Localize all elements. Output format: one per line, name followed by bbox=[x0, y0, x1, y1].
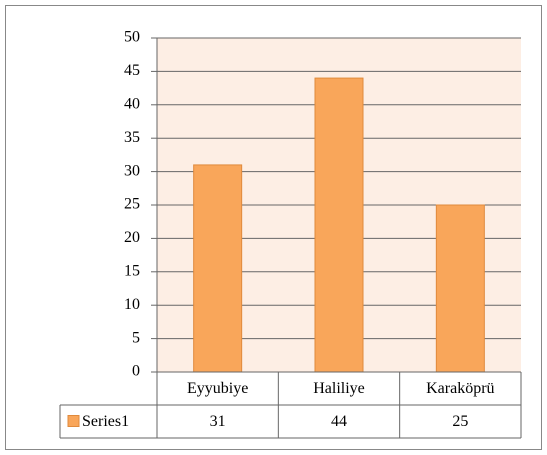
y-tick-label: 0 bbox=[132, 363, 140, 380]
y-tick-label: 10 bbox=[124, 296, 140, 313]
y-tick-label: 35 bbox=[124, 129, 140, 146]
legend-label: Series1 bbox=[82, 413, 129, 430]
bar bbox=[193, 164, 243, 373]
x-tick-label: Eyyubiye bbox=[187, 380, 248, 397]
y-tick-label: 30 bbox=[124, 162, 140, 179]
y-tick-label: 25 bbox=[124, 196, 140, 213]
bar bbox=[435, 204, 485, 373]
y-tick-label: 5 bbox=[132, 329, 140, 346]
y-tick-label: 50 bbox=[124, 29, 140, 46]
x-tick-label: Haliliye bbox=[313, 380, 365, 397]
x-tick-label: Karaköprü bbox=[426, 380, 494, 397]
y-tick-label: 40 bbox=[124, 95, 140, 112]
y-tick-label: 45 bbox=[124, 62, 140, 79]
legend-swatch bbox=[67, 415, 80, 427]
y-tick-label: 20 bbox=[124, 229, 140, 246]
table-value: 25 bbox=[452, 413, 468, 430]
table-value: 44 bbox=[331, 413, 347, 430]
y-tick-label: 15 bbox=[124, 262, 140, 279]
table-value: 31 bbox=[210, 413, 226, 430]
bar bbox=[314, 77, 364, 373]
